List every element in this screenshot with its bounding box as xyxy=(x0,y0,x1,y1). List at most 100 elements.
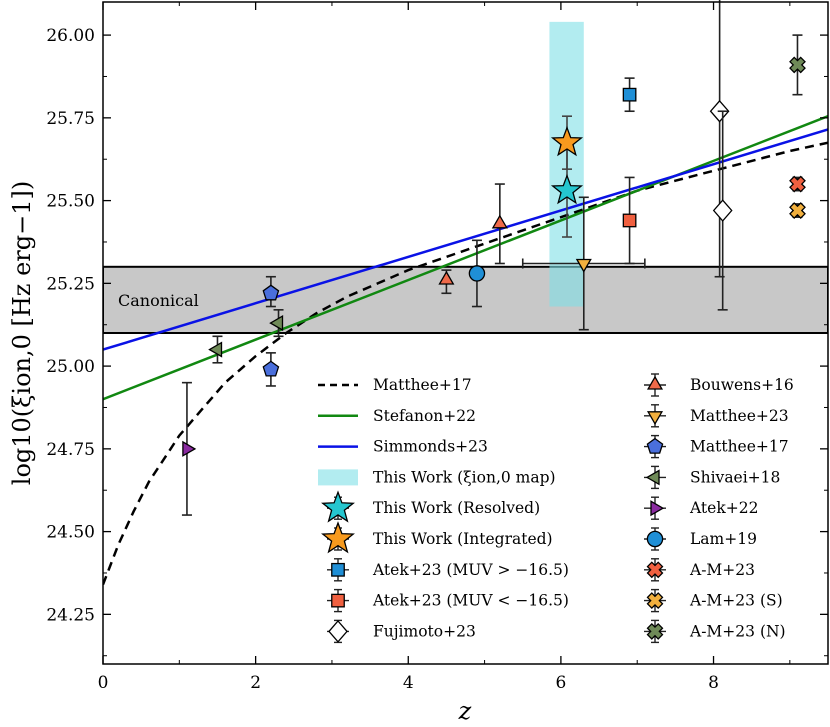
legend-label: Atek+23 (MUV > −16.5) xyxy=(372,561,569,579)
legend-label: This Work (ξion,0 map) xyxy=(373,468,556,486)
y-tick-label: 24.50 xyxy=(46,523,95,543)
legend-label: A-M+23 xyxy=(689,561,755,579)
y-tick-label: 26.00 xyxy=(46,26,95,46)
point-atek-23-muv-16-5-0 xyxy=(622,77,637,113)
legend-entry-left-8: Fujimoto+23 xyxy=(327,619,476,644)
legend-entry-right-1: Matthee+23 xyxy=(644,404,789,428)
point-shivaei-18-1 xyxy=(269,309,284,338)
legend-entry-right-8: A-M+23 (N) xyxy=(644,619,786,644)
legend-label: Atek+23 (MUV < −16.5) xyxy=(372,592,569,610)
point-shivaei-18-0 xyxy=(208,335,223,364)
legend-entry-right-6: A-M+23 xyxy=(644,558,755,582)
legend-entry-right-3: Shivaei+18 xyxy=(644,465,780,490)
legend-entry-left-0: Matthee+17 xyxy=(318,376,472,394)
x-tick-label: 2 xyxy=(250,673,261,693)
legend-entry-left-1: Stefanon+22 xyxy=(318,407,476,425)
marker-this-work-integrated xyxy=(550,125,584,157)
point-this-work-integrated-0 xyxy=(550,115,584,170)
legend-label: Simmonds+23 xyxy=(373,438,488,456)
y-tick-label: 25.50 xyxy=(46,192,95,212)
legend-marker-circle xyxy=(646,530,664,548)
legend-entry-right-2: Matthee+17 xyxy=(644,434,789,459)
legend-entry-right-4: Atek+22 xyxy=(644,496,758,520)
point-a-m-23-n-0 xyxy=(789,34,806,96)
legend-entry-left-2: Simmonds+23 xyxy=(318,438,488,456)
point-bouwens-16-0 xyxy=(438,269,455,295)
canonical-band xyxy=(103,265,828,334)
x-tick-label: 0 xyxy=(98,673,109,693)
legend-label: Lam+19 xyxy=(690,530,757,548)
y-tick-label: 24.75 xyxy=(46,440,95,460)
legend-label: Stefanon+22 xyxy=(373,407,476,425)
point-fujimoto-23-1 xyxy=(712,110,733,311)
y-tick-label: 24.25 xyxy=(46,605,95,625)
marker-shivaei-18 xyxy=(208,341,223,358)
legend-label: Shivaei+18 xyxy=(690,468,780,486)
legend-label: Fujimoto+23 xyxy=(373,622,476,640)
y-tick-label: 25.25 xyxy=(46,274,95,294)
legend-label: Matthee+17 xyxy=(373,376,472,394)
x-tick-label: 4 xyxy=(403,673,414,693)
y-tick-label: 25.00 xyxy=(46,357,95,377)
legend-marker-triangle-left xyxy=(645,469,660,486)
marker-bouwens-16 xyxy=(438,270,455,285)
legend-label: This Work (Resolved) xyxy=(373,499,540,517)
point-matthee-17-1 xyxy=(262,352,280,387)
legend-marker-square xyxy=(331,593,345,608)
x-tick-label: 6 xyxy=(555,673,566,693)
x-axis-title: z xyxy=(458,697,472,725)
legend-marker-triangle-right xyxy=(650,500,665,517)
marker-atek-23-muv-16-5 xyxy=(622,213,637,228)
y-tick-label: 25.75 xyxy=(46,109,95,129)
line-matthee-17-0 xyxy=(103,141,828,586)
y-axis-title: log10(ξion,0 [Hz erg−1]) xyxy=(8,181,36,485)
legend-entry-left-3: This Work (ξion,0 map) xyxy=(318,468,556,486)
legend-marker-diamond xyxy=(328,620,348,643)
legend-label: This Work (Integrated) xyxy=(373,530,553,548)
marker-a-m-23-s xyxy=(789,202,806,220)
legend-label: Matthee+23 xyxy=(690,407,789,425)
legend-entry-left-6: Atek+23 (MUV > −16.5) xyxy=(327,558,569,582)
legend-entry-right-5: Lam+19 xyxy=(644,527,757,551)
marker-matthee-23 xyxy=(575,258,592,273)
marker-matthee-17 xyxy=(262,284,280,301)
legend-marker-star xyxy=(321,521,355,554)
marker-atek-23-muv-16-5 xyxy=(622,87,637,102)
legend-marker-x-circle xyxy=(646,561,664,579)
legend-entry-left-4: This Work (Resolved) xyxy=(321,490,540,523)
marker-shivaei-18 xyxy=(269,314,284,332)
marker-fujimoto-23 xyxy=(712,199,733,222)
legend-entry-left-7: Atek+23 (MUV < −16.5) xyxy=(327,588,569,613)
legend-marker-star xyxy=(321,490,355,523)
marker-bouwens-16 xyxy=(491,214,508,229)
point-a-m-23-0 xyxy=(789,175,806,193)
legend-label: A-M+23 (N) xyxy=(689,622,786,640)
legend-patch-swatch xyxy=(318,469,358,486)
marker-lam-19 xyxy=(468,265,486,282)
point-matthee-17-0 xyxy=(262,275,280,308)
point-lam-19-0 xyxy=(468,239,486,308)
legend-entry-right-0: Bouwens+16 xyxy=(644,373,794,397)
plot-frame xyxy=(102,1,829,665)
legend-marker-pentagon xyxy=(646,437,664,454)
legend-marker-triangle-down xyxy=(646,411,664,426)
point-fujimoto-23-0 xyxy=(709,0,730,278)
canonical-band-label: Canonical xyxy=(118,291,199,310)
line-stefanon-22-1 xyxy=(103,115,828,401)
marker-matthee-17 xyxy=(262,360,280,377)
line-simmonds-23-2 xyxy=(103,128,828,351)
legend-marker-x-circle xyxy=(646,622,664,640)
point-atek-22-0 xyxy=(181,381,197,516)
marker-a-m-23 xyxy=(789,175,806,193)
marker-this-work-resolved xyxy=(550,173,584,205)
legend-marker-triangle-up xyxy=(646,375,664,390)
legend-label: Atek+22 xyxy=(689,499,758,517)
point-bouwens-16-1 xyxy=(491,183,508,265)
legend-marker-square xyxy=(331,562,345,577)
legend-label: Matthee+17 xyxy=(690,438,789,456)
marker-a-m-23-n xyxy=(789,56,806,74)
legend-label: A-M+23 (S) xyxy=(689,592,783,610)
x-tick-label: 8 xyxy=(708,673,719,693)
legend-label: Bouwens+16 xyxy=(690,376,794,394)
